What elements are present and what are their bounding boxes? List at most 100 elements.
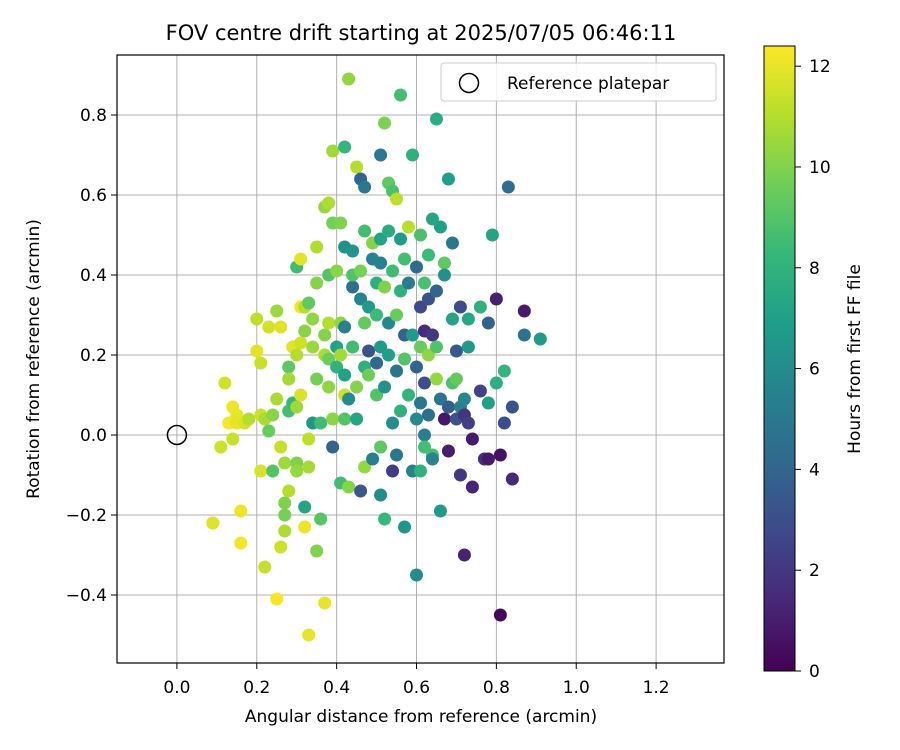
scatter-point <box>374 232 388 246</box>
x-axis-ticks: 0.0 0.2 0.4 0.6 0.8 1.0 1.2 <box>163 663 670 698</box>
scatter-point <box>314 416 328 430</box>
scatter-point <box>378 280 392 294</box>
scatter-point <box>322 352 336 366</box>
scatter-point <box>386 416 400 430</box>
scatter-point <box>350 412 364 426</box>
y-tick-label: −0.2 <box>66 506 107 526</box>
scatter-point <box>302 432 316 446</box>
x-tick-label: 1.2 <box>643 678 670 698</box>
scatter-point <box>338 140 352 154</box>
scatter-point <box>378 116 392 130</box>
scatter-point <box>481 396 495 410</box>
scatter-point <box>421 348 435 362</box>
scatter-point <box>398 520 412 534</box>
scatter-point <box>461 416 475 430</box>
colorbar-tick-label: 0 <box>809 662 820 682</box>
scatter-point <box>461 340 475 354</box>
scatter-point <box>274 540 288 554</box>
scatter-point <box>481 316 495 330</box>
scatter-point <box>282 484 296 498</box>
scatter-point <box>378 512 392 526</box>
scatter-point <box>278 508 292 522</box>
scatter-point <box>414 396 427 410</box>
scatter-point <box>441 444 455 458</box>
scatter-point <box>414 464 427 478</box>
scatter-point <box>481 452 495 466</box>
x-tick-label: 0.8 <box>483 678 510 698</box>
scatter-point <box>330 360 344 374</box>
scatter-point <box>278 496 292 510</box>
scatter-point <box>354 264 368 278</box>
y-tick-label: 0.8 <box>80 106 107 126</box>
y-tick-label: 0.2 <box>80 346 107 366</box>
scatter-point <box>410 360 424 374</box>
scatter-point <box>406 328 420 342</box>
scatter-point <box>290 400 304 414</box>
scatter-point <box>334 348 348 362</box>
scatter-point <box>461 312 475 326</box>
scatter-point <box>386 264 400 278</box>
colorbar-gradient <box>763 45 796 672</box>
scatter-point <box>437 268 451 282</box>
scatter-point <box>270 304 284 318</box>
scatter-point <box>382 316 396 330</box>
x-tick-label: 0.4 <box>323 678 350 698</box>
scatter-point <box>294 252 308 266</box>
colorbar-tick-label: 10 <box>809 158 831 178</box>
scatter-point <box>417 440 431 454</box>
scatter-point <box>254 356 268 370</box>
scatter-point <box>421 292 435 306</box>
scatter-point <box>402 220 416 234</box>
scatter-point <box>417 376 431 390</box>
scatter-point <box>266 464 280 478</box>
scatter-point <box>374 340 388 354</box>
scatter-point <box>358 224 372 238</box>
scatter-point <box>290 464 304 478</box>
scatter-point <box>410 412 424 426</box>
colorbar-tick-label: 4 <box>809 460 820 480</box>
colorbar-tick-label: 2 <box>809 561 820 581</box>
scatter-point <box>370 388 384 402</box>
colorbar-tick-label: 12 <box>809 57 831 77</box>
scatter-point <box>441 172 455 186</box>
legend-box <box>440 62 717 102</box>
scatter-point <box>437 412 451 426</box>
scatter-point <box>465 480 479 494</box>
scatter-point <box>346 280 360 294</box>
scatter-point <box>274 320 288 334</box>
scatter-point <box>453 300 467 314</box>
scatter-point <box>250 344 264 358</box>
scatter-point <box>254 464 268 478</box>
scatter-point <box>350 160 364 174</box>
scatter-point <box>362 300 376 314</box>
scatter-point <box>354 292 368 306</box>
scatter-point <box>346 244 360 258</box>
scatter-point <box>322 380 336 394</box>
scatter-point <box>497 416 511 430</box>
scatter-points <box>206 72 547 642</box>
scatter-point <box>370 308 384 322</box>
scatter-point <box>362 344 376 358</box>
scatter-point <box>417 276 431 290</box>
scatter-point <box>517 304 531 318</box>
scatter-point <box>338 368 352 382</box>
scatter-point <box>302 296 316 310</box>
scatter-point <box>421 248 435 262</box>
scatter-point <box>429 284 443 298</box>
scatter-point <box>342 480 356 494</box>
legend: Reference platepar <box>440 62 717 102</box>
y-tick-label: 0.0 <box>80 426 107 446</box>
scatter-point <box>294 336 308 350</box>
y-axis-ticks: −0.4 −0.2 0.0 0.2 0.4 0.6 0.8 <box>66 106 117 606</box>
scatter-point <box>262 424 276 438</box>
scatter-point <box>382 224 396 238</box>
scatter-point <box>298 520 312 534</box>
scatter-point <box>410 260 424 274</box>
scatter-point <box>445 312 459 326</box>
scatter-point <box>298 500 312 514</box>
scatter-point <box>206 516 220 530</box>
x-tick-label: 1.0 <box>563 678 590 698</box>
scatter-point <box>421 408 435 422</box>
scatter-point <box>402 276 416 290</box>
scatter-point <box>425 328 439 342</box>
